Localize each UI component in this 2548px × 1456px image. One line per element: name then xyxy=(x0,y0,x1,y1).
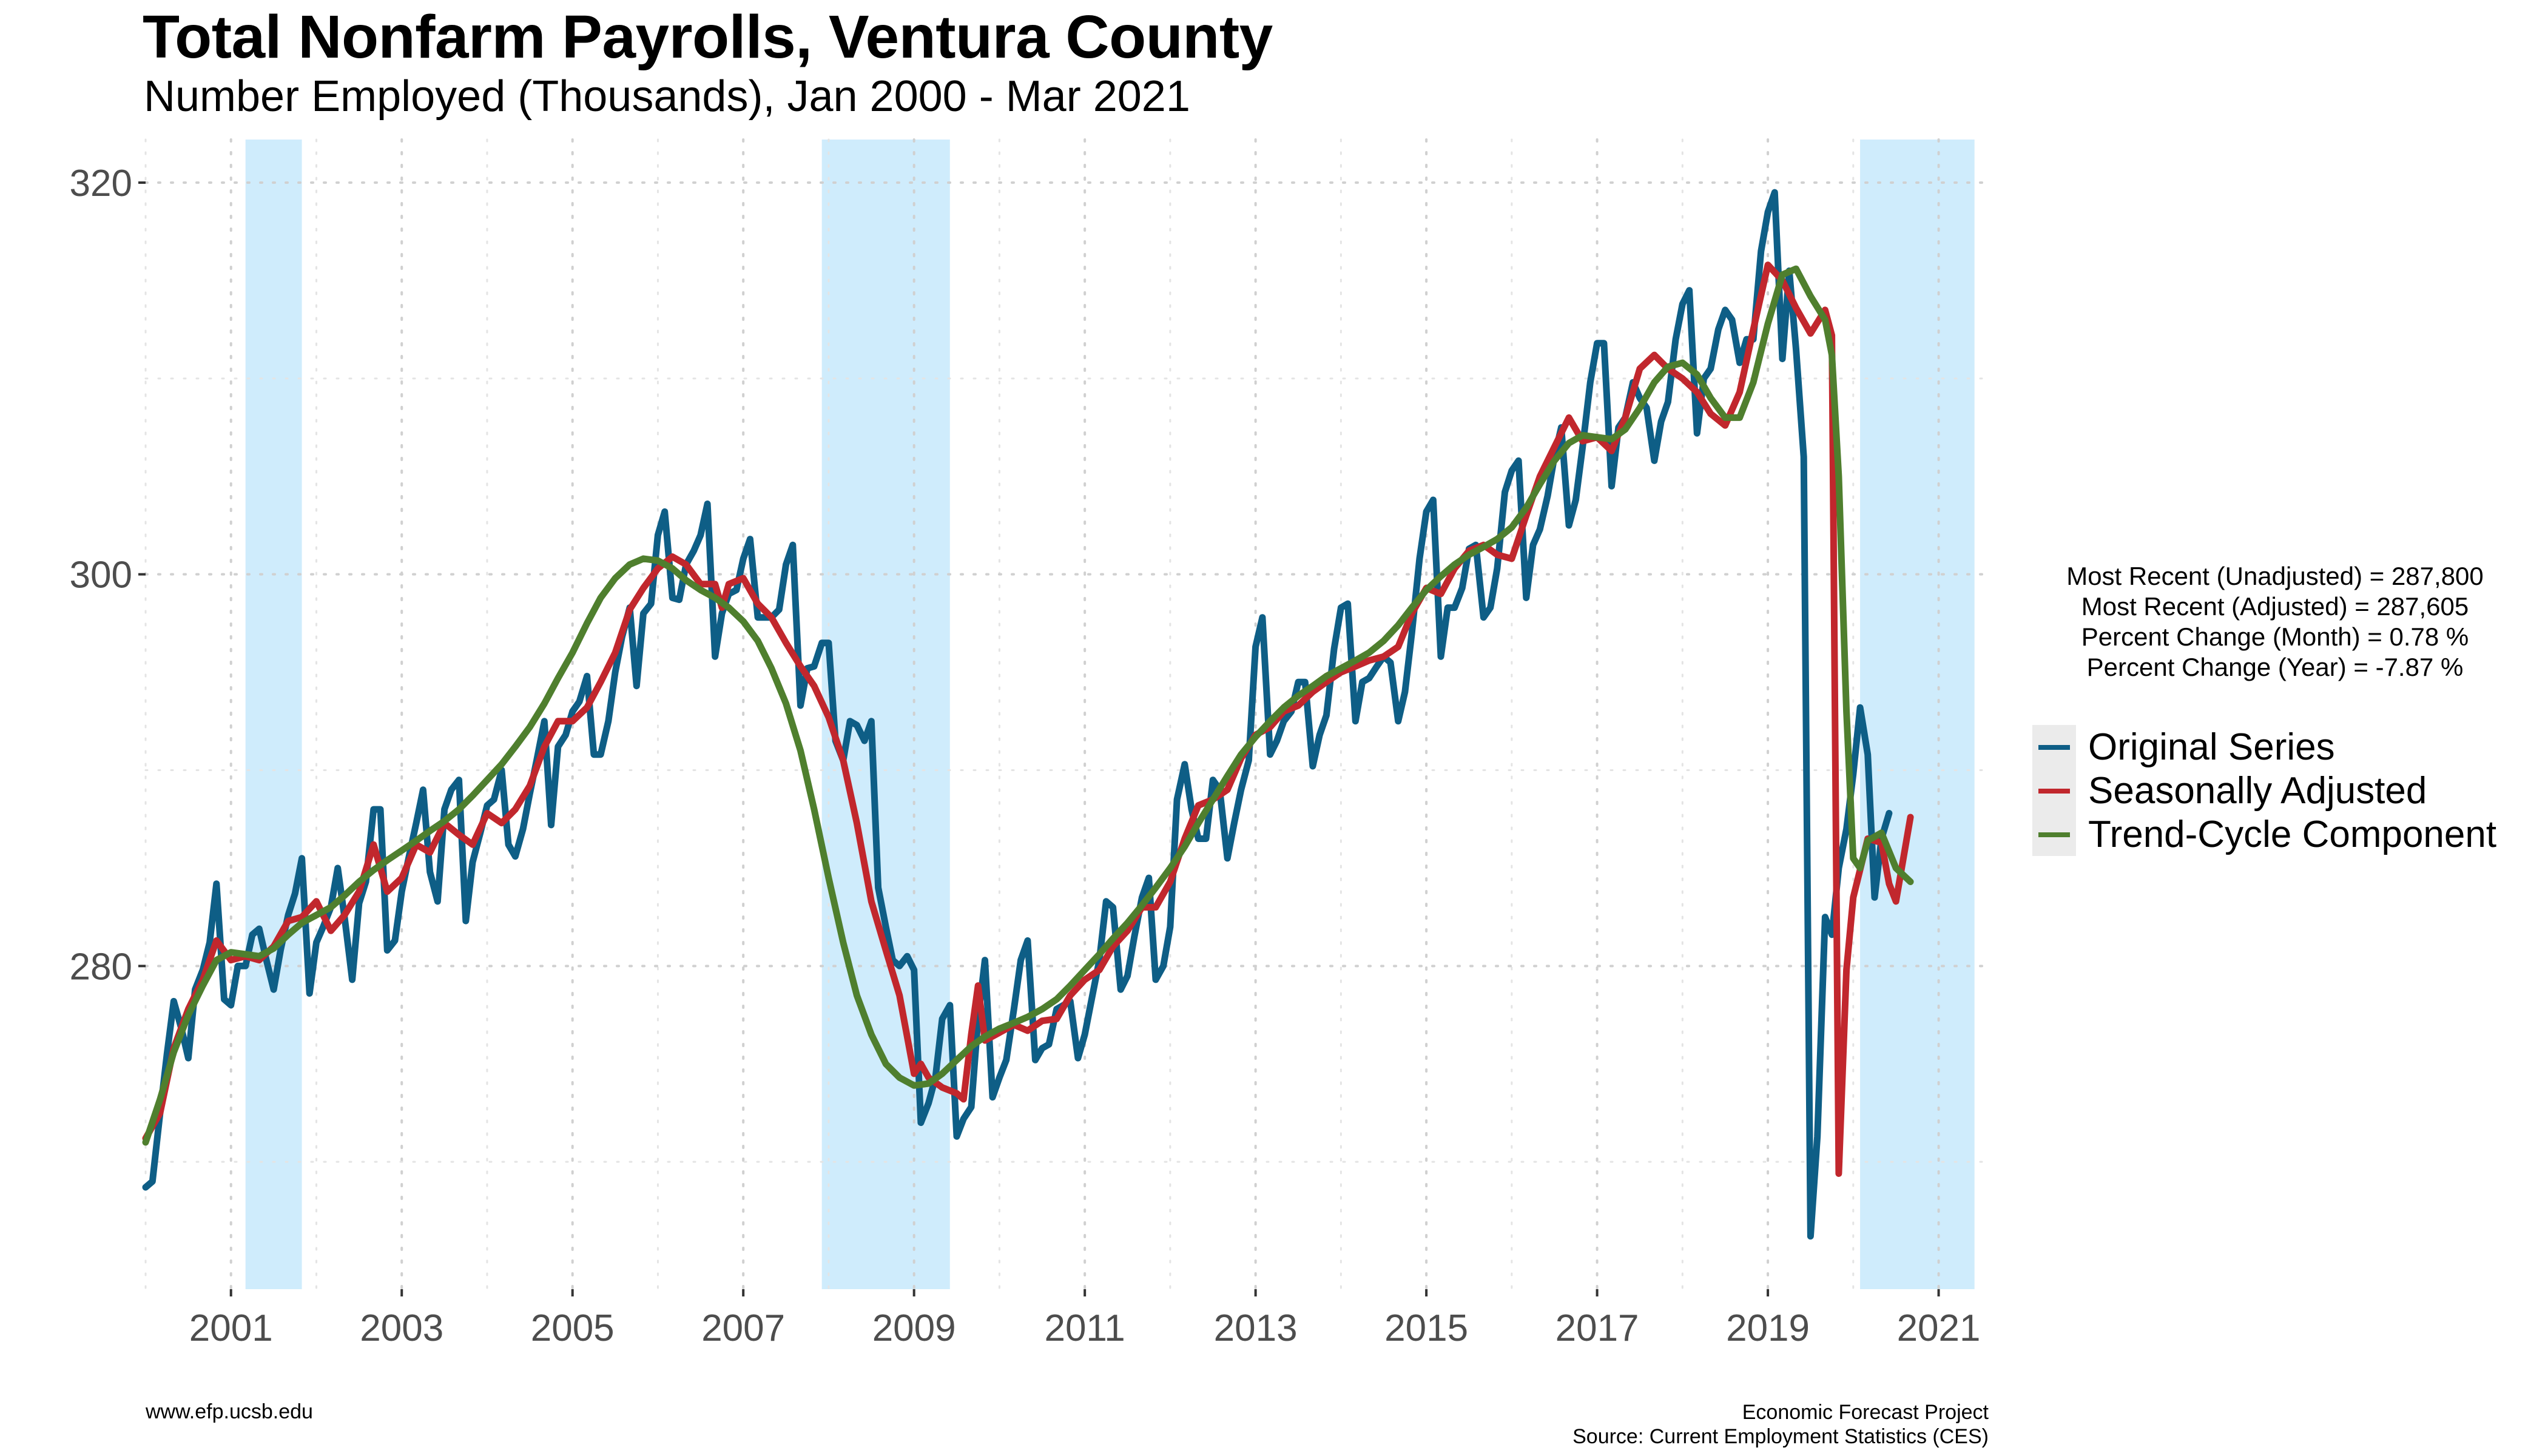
stat-percent-change-year: Percent Change (Year) = -7.87 % xyxy=(2086,653,2464,681)
legend-key-original xyxy=(2032,725,2076,769)
y-tick-label-320: 320 xyxy=(70,163,132,204)
x-tick-label-2011: 2011 xyxy=(1044,1307,1125,1349)
y-tick-label-300: 300 xyxy=(70,554,132,596)
legend-label-seasonally-adjusted: Seasonally Adjusted xyxy=(2088,769,2427,812)
legend-key-seasonally-adjusted xyxy=(2032,769,2076,812)
series-line-seasonally-adjusted xyxy=(142,261,1914,1177)
x-tick-label-2003: 2003 xyxy=(360,1307,443,1349)
footer-source: Economic Forecast Project Source: Curren… xyxy=(1572,1400,1989,1449)
recession-shading xyxy=(245,140,1975,1289)
series-line-original-series xyxy=(142,189,1893,1240)
x-tick-label-2015: 2015 xyxy=(1384,1307,1468,1349)
legend-item-seasonally-adjusted: Seasonally Adjusted xyxy=(2032,769,2496,812)
x-tick-label-2007: 2007 xyxy=(701,1307,785,1349)
recession-band-0 xyxy=(245,140,302,1289)
chart-subtitle: Number Employed (Thousands), Jan 2000 - … xyxy=(144,72,1190,121)
legend-item-original: Original Series xyxy=(2032,725,2496,769)
footer-source-line2: Source: Current Employment Statistics (C… xyxy=(1572,1425,1989,1448)
chart-title: Total Nonfarm Payrolls, Ventura County xyxy=(143,3,1273,71)
series-line-trend-cycle-component xyxy=(142,265,1914,1146)
footer-website: www.efp.ucsb.edu xyxy=(146,1400,313,1423)
gridlines xyxy=(144,138,1991,1290)
recession-band-1 xyxy=(821,140,950,1289)
x-tick-label-2005: 2005 xyxy=(531,1307,615,1349)
stat-percent-change-month: Percent Change (Month) = 0.78 % xyxy=(2081,622,2469,651)
footer-source-line1: Economic Forecast Project xyxy=(1742,1401,1989,1424)
legend-item-trend-cycle: Trend-Cycle Component xyxy=(2032,812,2496,856)
x-tick-label-2009: 2009 xyxy=(872,1307,956,1349)
summary-stats: Most Recent (Unadjusted) = 287,800 Most … xyxy=(1978,561,2548,682)
x-tick-label-2021: 2021 xyxy=(1897,1307,1981,1349)
chart-legend: Original Series Seasonally Adjusted Tren… xyxy=(2032,725,2496,856)
y-tick-label-280: 280 xyxy=(70,946,132,988)
stat-most-recent-adjusted: Most Recent (Adjusted) = 287,605 xyxy=(2081,592,2469,621)
x-tick-label-2019: 2019 xyxy=(1726,1307,1810,1349)
series-lines xyxy=(142,189,1914,1240)
x-tick-label-2013: 2013 xyxy=(1214,1307,1298,1349)
x-tick-label-2001: 2001 xyxy=(189,1307,273,1349)
legend-key-trend-cycle xyxy=(2032,812,2076,856)
legend-label-trend-cycle: Trend-Cycle Component xyxy=(2088,813,2497,855)
legend-label-original: Original Series xyxy=(2088,726,2335,768)
stat-most-recent-unadjusted: Most Recent (Unadjusted) = 287,800 xyxy=(2066,562,2484,590)
recession-band-2 xyxy=(1860,140,1975,1289)
x-tick-label-2017: 2017 xyxy=(1555,1307,1639,1349)
axes: 280 300 320 2001 2003 2005 2007 2009 2011 2013 201… xyxy=(70,163,1981,1349)
